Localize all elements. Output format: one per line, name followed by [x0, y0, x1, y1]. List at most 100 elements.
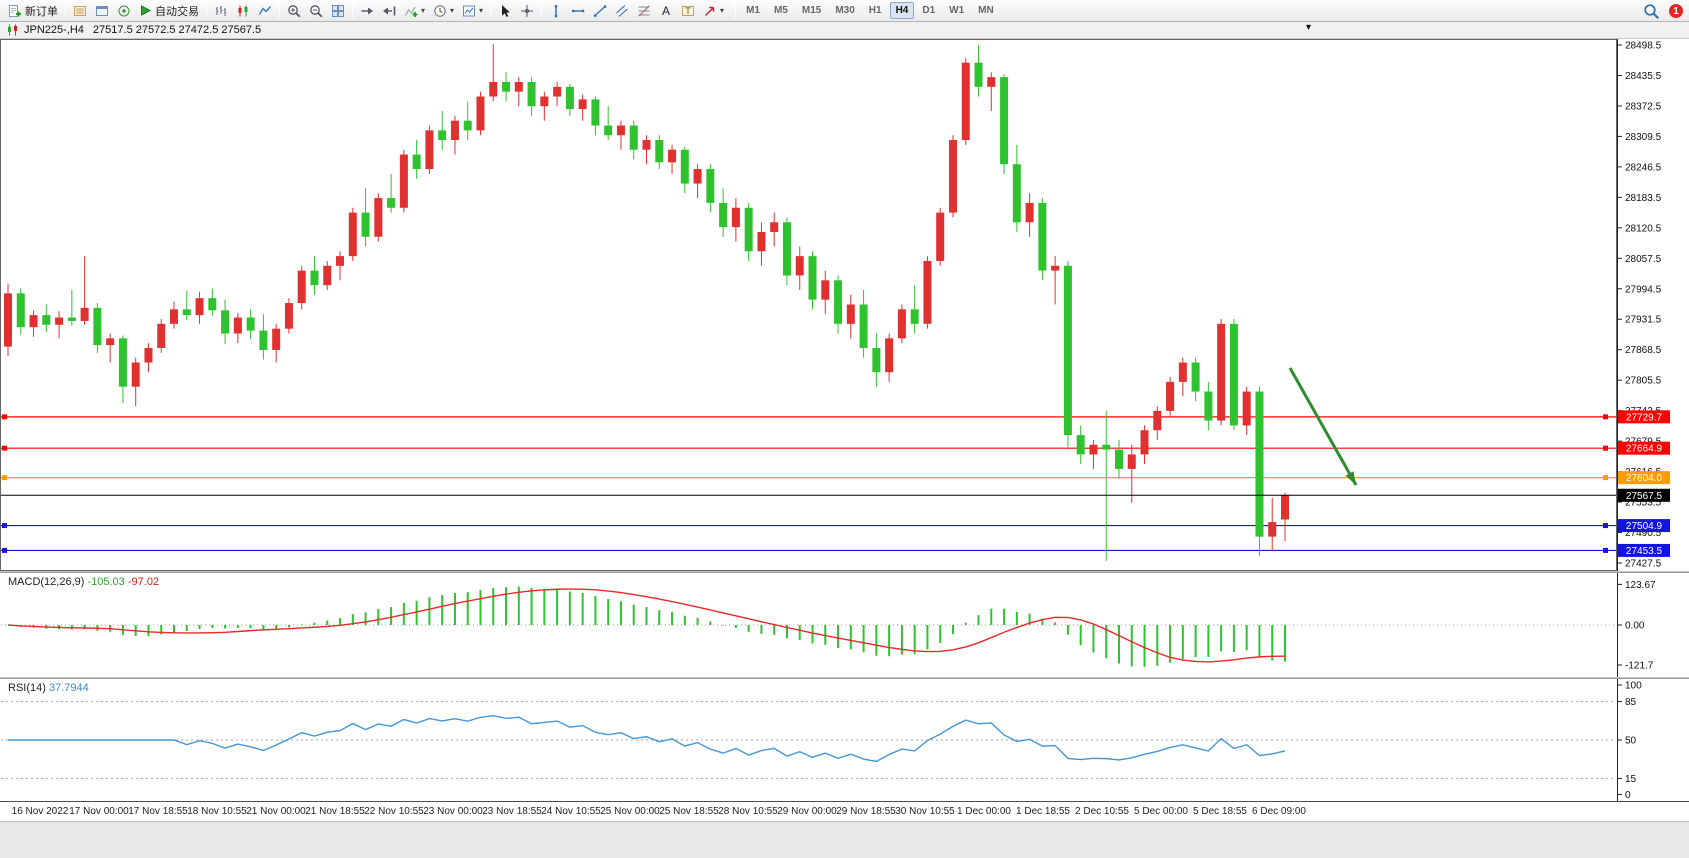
price-tag-label: 27729.7	[1626, 412, 1663, 423]
chevron-down-icon[interactable]: ▾	[1306, 22, 1312, 33]
macd-signal-line	[7, 588, 1286, 663]
macd-axis-background[interactable]	[1618, 573, 1689, 677]
navigator-button[interactable]	[113, 1, 135, 20]
macd-value-signal: -97.02	[127, 576, 160, 588]
rsi-value: 37.7944	[48, 682, 89, 694]
candlesticks	[4, 44, 1289, 561]
macd-chart[interactable]: 123.67 0.00 -121.7	[0, 573, 1689, 677]
line-chart-button[interactable]	[254, 1, 276, 20]
channel-button[interactable]	[611, 1, 633, 20]
candle	[795, 256, 804, 276]
line-handle[interactable]	[1603, 475, 1608, 481]
main-toolbar: 新订单 自动交易 ▾ ▾ ▾ A T ▾ M1 M5 M15 M30 H1 H4 D1 W1 MN 1	[0, 0, 1689, 22]
timeframe-h4-button[interactable]: H4	[889, 2, 915, 19]
autotrading-button[interactable]: 自动交易	[135, 1, 203, 20]
candle	[846, 304, 855, 324]
candle	[55, 317, 64, 325]
line-handle[interactable]	[1603, 523, 1608, 529]
line-chart-icon	[258, 4, 272, 18]
new-order-button[interactable]: 新订单	[4, 1, 62, 20]
macd-background	[0, 573, 1617, 677]
fibonacci-button[interactable]	[633, 1, 655, 20]
zoom-in-icon	[287, 4, 301, 18]
candle	[616, 125, 625, 136]
zoom-in-button[interactable]	[283, 1, 305, 20]
rsi-axis-background[interactable]	[1618, 679, 1689, 801]
candle	[4, 293, 12, 347]
autotrading-icon	[139, 4, 152, 17]
search-icon[interactable]	[1643, 3, 1660, 20]
line-handle[interactable]	[2, 445, 7, 451]
down-arrow-annotation[interactable]	[1288, 367, 1358, 486]
price-chart[interactable]: 28498.5 28435.5 28372.5 28309.5 28246.5 28183…	[0, 39, 1689, 571]
line-handle[interactable]	[1603, 414, 1608, 420]
zoom-out-button[interactable]	[305, 1, 327, 20]
candle	[387, 198, 396, 208]
line-handle[interactable]	[2, 414, 7, 420]
candle	[157, 323, 166, 349]
tile-windows-button[interactable]	[327, 1, 349, 20]
timeframe-w1-button[interactable]: W1	[949, 5, 965, 16]
timeframe-m30-button[interactable]: M30	[835, 5, 855, 16]
templates-button[interactable]: ▾	[458, 1, 487, 20]
time-axis-label: 23 Nov 00:00	[423, 806, 483, 817]
time-axis-label: 25 Nov 18:55	[659, 806, 719, 817]
timeframe-mn-button[interactable]: MN	[978, 5, 994, 16]
time-axis-label: 2 Dec 10:55	[1075, 806, 1129, 817]
macd-panel[interactable]: MACD(12,26,9) -105.03 -97.02 123.67 0.00 -…	[0, 573, 1689, 677]
rsi-chart[interactable]: 100 85 50 15 0	[0, 679, 1689, 801]
line-handle[interactable]	[2, 475, 7, 481]
trendline-button[interactable]	[589, 1, 611, 20]
chart-shift-button[interactable]	[378, 1, 400, 20]
timeframe-m5-button[interactable]: M5	[773, 5, 788, 16]
bar-chart-button[interactable]	[210, 1, 232, 20]
data-window-button[interactable]	[91, 1, 113, 20]
indicators-button[interactable]: ▾	[400, 1, 429, 20]
horizontal-line-button[interactable]	[567, 1, 589, 20]
periods-button[interactable]: ▾	[429, 1, 458, 20]
rsi-label: RSI(14)	[8, 682, 46, 694]
rsi-panel[interactable]: RSI(14) 37.7944 100 85 50 15 0	[0, 679, 1689, 801]
candlestick-chart-button[interactable]	[232, 1, 254, 20]
chart-plot-background[interactable]	[0, 39, 1617, 571]
candle	[1063, 265, 1072, 436]
label-button[interactable]: T	[677, 1, 699, 20]
price-tick-label: 27427.5	[1625, 559, 1662, 570]
market-watch-button[interactable]	[69, 1, 91, 20]
toolbar-separator	[541, 3, 543, 18]
candle	[1127, 454, 1136, 469]
crosshair-button[interactable]	[516, 1, 538, 20]
horizontal-line-objects[interactable]: 27729.7 27664.9 27604.0 27504.9 27453.5	[1, 410, 1670, 557]
price-tag	[1618, 519, 1670, 533]
chart-caption: JPN225-,H4 27517.5 27572.5 27472.5 27567…	[0, 22, 1689, 39]
toolbar-separator	[490, 3, 492, 18]
candle	[246, 317, 255, 331]
time-axis[interactable]: 16 Nov 2022 17 Nov 00:00 17 Nov 18:55 18 No…	[0, 801, 1689, 821]
candle	[284, 303, 293, 329]
candle	[591, 99, 600, 126]
timeframe-d1-button[interactable]: D1	[922, 5, 936, 16]
candle	[1012, 164, 1021, 223]
line-handle[interactable]	[1603, 547, 1608, 553]
candle	[642, 140, 651, 150]
auto-scroll-icon	[360, 4, 374, 18]
auto-scroll-button[interactable]	[356, 1, 378, 20]
timeframe-h1-button[interactable]: H1	[868, 5, 882, 16]
time-axis-label: 5 Dec 18:55	[1193, 806, 1247, 817]
candle	[1255, 391, 1264, 537]
tile-windows-icon	[331, 4, 345, 18]
main-chart-panel[interactable]: 28498.5 28435.5 28372.5 28309.5 28246.5 28183…	[0, 39, 1689, 571]
timeframe-m1-button[interactable]: M1	[746, 5, 760, 16]
panel-divider[interactable]	[0, 571, 1689, 573]
cursor-button[interactable]	[494, 1, 516, 20]
arrows-button[interactable]: ▾	[699, 1, 728, 20]
line-handle[interactable]	[1603, 445, 1608, 451]
panel-divider[interactable]	[0, 677, 1689, 679]
vertical-line-button[interactable]	[545, 1, 567, 20]
line-handle[interactable]	[2, 523, 7, 529]
line-handle[interactable]	[2, 547, 7, 553]
timeframe-m15-button[interactable]: M15	[801, 5, 822, 16]
macd-value-main: -105.03	[87, 576, 125, 588]
notification-badge[interactable]: 1	[1669, 4, 1683, 18]
text-button[interactable]: A	[655, 1, 677, 20]
